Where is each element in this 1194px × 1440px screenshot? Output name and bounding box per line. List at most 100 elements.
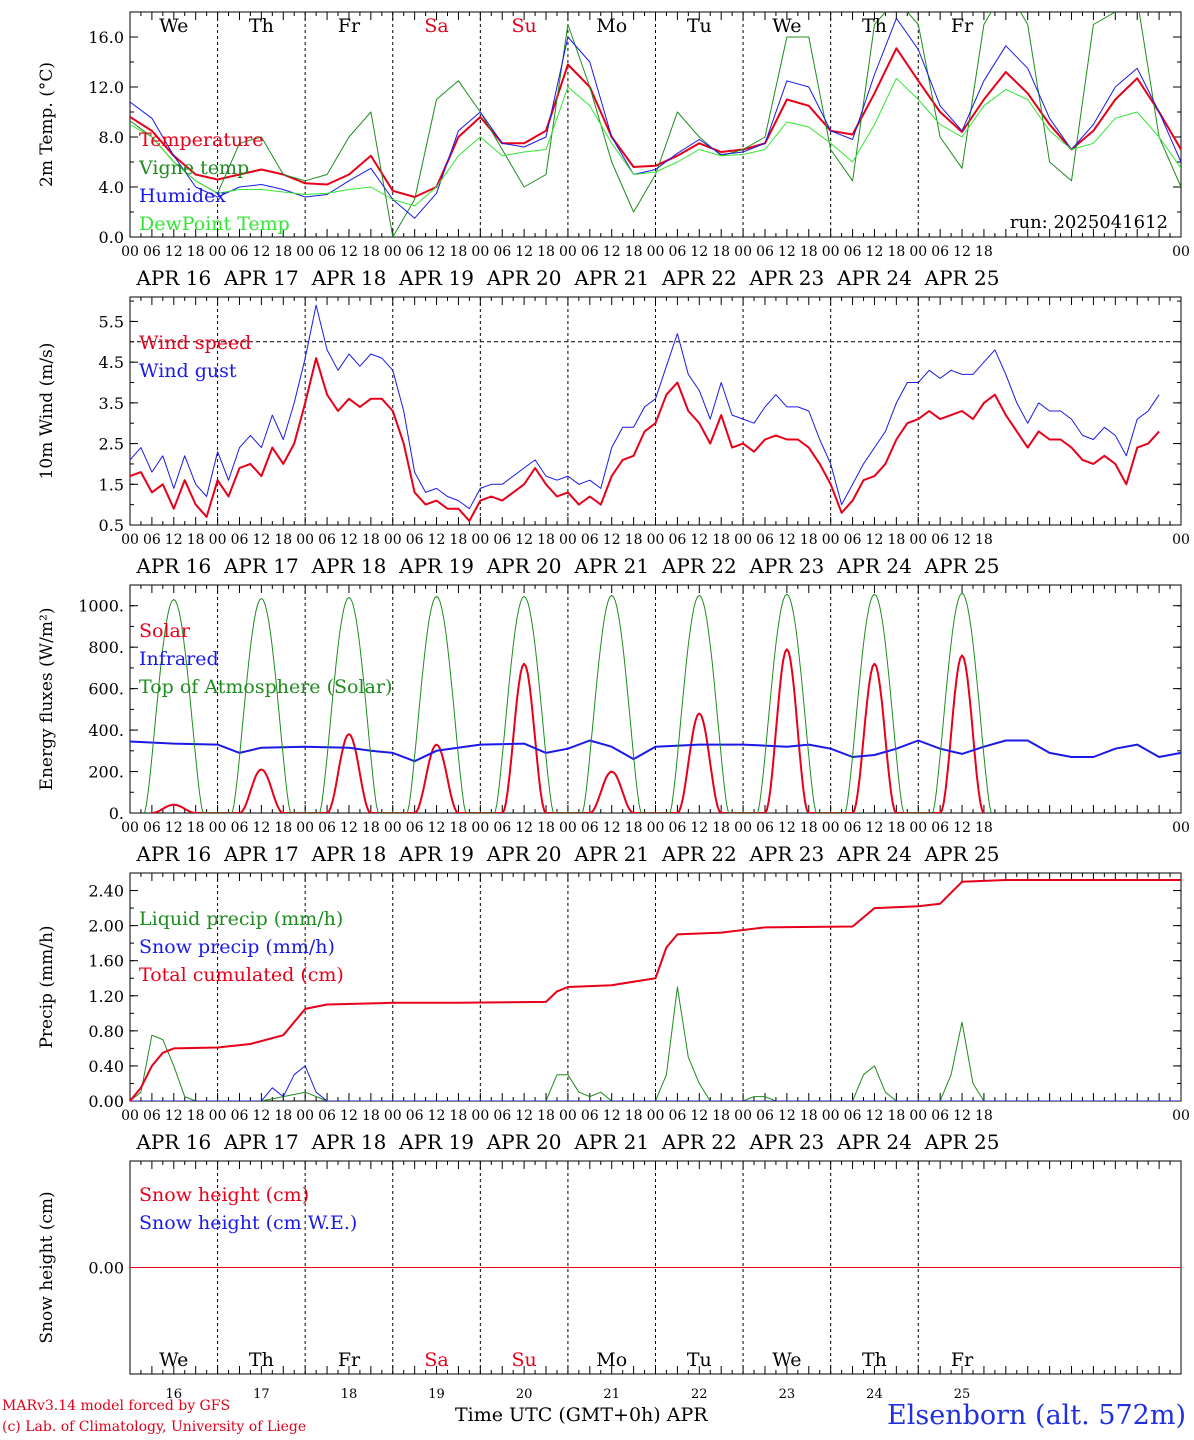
hour-tick-label: 12 [603,1108,621,1124]
series-line [130,879,1181,1101]
hour-tick-label: 12 [866,820,884,836]
weekday-label: Th [862,1349,887,1371]
y-tick-label: 16.0 [88,28,124,47]
y-tick-label: 3.5 [99,394,124,413]
y-tick-label: 0.00 [88,1259,124,1278]
series-line [130,357,1160,522]
y-tick-label: 0.0 [99,228,124,247]
series-line [130,47,1181,198]
hour-tick-label: 00 [384,532,402,548]
hour-tick-label: 12 [778,244,796,260]
hour-tick-label: 18 [274,1108,292,1124]
hour-tick-label: 12 [252,532,270,548]
hour-tick-label: 12 [690,1108,708,1124]
hour-tick-label: 18 [187,820,205,836]
series-group-wind [130,304,1160,522]
hour-tick-label: 18 [362,1108,380,1124]
hour-tick-label: 18 [887,1108,905,1124]
date-label: APR 24 [836,266,912,290]
hour-tick-label: 12 [165,820,183,836]
hour-tick-label: 00 [734,1108,752,1124]
hour-tick-label: 06 [668,244,686,260]
day-number-label: 19 [428,1387,445,1402]
hour-tick-label: 00 [121,820,139,836]
hour-tick-label: 00 [209,1108,227,1124]
series-line [130,17,1181,219]
weekday-label: Th [249,1349,274,1371]
hour-tick-label: 00 [1172,532,1190,548]
panel-snow: 0.00 Snow height (cm) Snow height (cm) Snow… [37,1160,1182,1402]
y-tick-label: 0. [109,804,124,823]
hour-tick-label: 12 [515,244,533,260]
hour-tick-label: 12 [953,244,971,260]
day-number-label: 24 [866,1387,883,1402]
legend-entry: Humidex [139,185,226,207]
legend-entry: Snow precip (mm/h) [139,936,335,958]
hour-tick-label: 18 [362,532,380,548]
legend-entry: Top of Atmosphere (Solar) [139,676,392,698]
hour-tick-label: 12 [428,532,446,548]
legend-entry: DewPoint Temp [139,213,290,235]
y-tick-label: 1000. [78,597,124,616]
hour-tick-label: 06 [581,532,599,548]
hour-tick-label: 00 [559,244,577,260]
date-label: APR 16 [135,554,211,578]
legend-entry: Infrared [139,648,219,670]
date-label: APR 19 [398,842,474,866]
hour-tick-label: 00 [1172,820,1190,836]
legend-entry: Wind gust [139,360,237,382]
hour-tick-label: 18 [625,532,643,548]
y-tick-label: 4.5 [99,353,124,372]
hour-tick-label: 18 [274,244,292,260]
hour-tick-label: 18 [362,244,380,260]
hour-tick-label: 06 [931,1108,949,1124]
date-label: APR 24 [836,1130,912,1154]
series-line [130,739,1181,763]
panel-wind: 0.5 1.5 2.5 3.5 4.5 5.5 10m Wind (m/s) Wind spe… [37,296,1190,578]
day-number-label: 17 [253,1387,270,1402]
day-number-label: 16 [166,1387,183,1402]
hour-tick-label: 12 [252,1108,270,1124]
hour-tick-label: 18 [975,1108,993,1124]
hour-tick-label: 12 [428,1108,446,1124]
y-tick-label: 0.80 [88,1022,124,1041]
date-label: APR 20 [486,842,562,866]
date-label: APR 19 [398,266,474,290]
day-number-label: 18 [341,1387,358,1402]
series-line [130,986,1181,1101]
hour-tick-label: 12 [953,820,971,836]
hour-tick-label: 00 [209,244,227,260]
hour-tick-label: 00 [471,1108,489,1124]
hour-tick-label: 12 [603,820,621,836]
hour-tick-label: 18 [800,532,818,548]
hour-tick-label: 06 [844,532,862,548]
date-label: APR 21 [573,1130,649,1154]
hour-tick-label: 00 [296,1108,314,1124]
hour-tick-label: 00 [121,244,139,260]
hour-tick-label: 12 [340,820,358,836]
hour-tick-label: 12 [428,244,446,260]
legend-entry: Vigne temp [138,157,249,179]
hour-tick-label: 00 [909,820,927,836]
hour-tick-label: 06 [143,532,161,548]
hour-tick-label: 12 [690,820,708,836]
hour-tick-label: 06 [756,820,774,836]
hour-tick-label: 12 [165,244,183,260]
weekday-label: Sa [424,1349,448,1371]
hour-tick-label: 00 [1172,1108,1190,1124]
y-tick-label: 600. [88,680,124,699]
x-axis-time-label: Time UTC (GMT+0h) [455,1404,661,1426]
hour-tick-label: 12 [340,532,358,548]
hour-tick-label: 12 [165,532,183,548]
y-tick-label: 1.5 [99,475,124,494]
hour-tick-label: 06 [406,820,424,836]
hour-tick-label: 00 [822,820,840,836]
series-line [130,1065,1181,1101]
hour-tick-label: 00 [909,532,927,548]
date-label: APR 17 [223,554,299,578]
date-label: APR 20 [486,554,562,578]
hour-tick-label: 00 [209,532,227,548]
hour-tick-label: 06 [581,820,599,836]
hour-tick-label: 06 [231,244,249,260]
